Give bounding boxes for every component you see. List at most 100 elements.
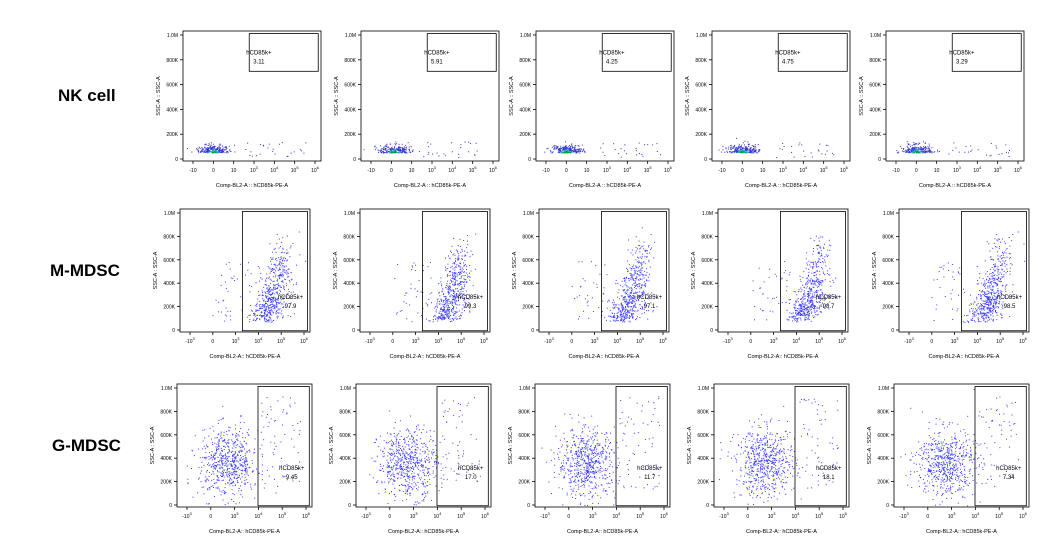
event-point [990, 143, 992, 145]
x-tick-label: -10 [367, 168, 374, 174]
x-tick-label: 104 [973, 165, 982, 174]
event-point [211, 479, 213, 481]
event-point [995, 233, 997, 235]
event-point [818, 150, 820, 152]
event-point [977, 303, 979, 305]
event-point [290, 302, 292, 304]
event-point [1023, 243, 1025, 245]
y-tick-label: 0 [704, 157, 707, 163]
event-point [980, 297, 982, 299]
event-point [640, 268, 642, 270]
event-point [258, 294, 260, 296]
event-point [404, 149, 406, 151]
event-point [620, 310, 622, 312]
event-point [601, 311, 603, 313]
event-point [389, 143, 391, 145]
event-point [216, 480, 218, 482]
event-point [438, 315, 440, 317]
event-point [474, 154, 476, 156]
y-tick-label: 1.0M [702, 211, 713, 217]
event-point [993, 295, 995, 297]
event-point [220, 437, 222, 439]
event-point [821, 280, 823, 282]
event-point [821, 311, 823, 313]
event-point [567, 152, 569, 154]
event-point [282, 273, 284, 275]
event-point [579, 295, 581, 297]
event-point [466, 240, 468, 242]
event-point [622, 309, 624, 311]
event-point [394, 146, 396, 148]
event-point [800, 319, 802, 321]
event-point [634, 270, 636, 272]
event-point [956, 310, 958, 312]
event-point [266, 273, 268, 275]
event-point [637, 284, 639, 286]
event-point [786, 318, 788, 320]
event-point [441, 303, 443, 305]
event-point [259, 318, 261, 320]
event-point [215, 152, 217, 154]
event-point [560, 150, 562, 152]
event-point [276, 305, 278, 307]
event-point [262, 315, 264, 317]
event-point [812, 295, 814, 297]
event-point [773, 297, 775, 299]
event-point [217, 148, 219, 150]
event-point [632, 316, 634, 318]
event-point [244, 483, 246, 485]
event-point [614, 304, 616, 306]
event-point [287, 292, 289, 294]
event-point [622, 296, 624, 298]
event-point [452, 302, 454, 304]
event-point [202, 148, 204, 150]
event-point [202, 448, 204, 450]
event-point [814, 271, 816, 273]
x-tick-exponent: 4 [276, 165, 279, 170]
event-point [645, 268, 647, 270]
event-point [744, 149, 746, 151]
x-axis-label: Comp-BL2-A :: hCD85k-PE-A [569, 183, 641, 189]
event-point [637, 256, 639, 258]
event-point [441, 283, 443, 285]
event-point [447, 291, 449, 293]
event-point [428, 320, 430, 322]
event-point [381, 148, 383, 150]
event-point [411, 321, 413, 323]
event-point [246, 443, 248, 445]
event-point [461, 258, 463, 260]
event-point [255, 309, 257, 311]
y-tick-label: 200K [344, 132, 356, 138]
event-point [802, 300, 804, 302]
event-point [263, 300, 265, 302]
event-point [811, 307, 813, 309]
event-point [821, 254, 823, 256]
event-point [422, 291, 424, 293]
event-point [990, 307, 992, 309]
event-point [815, 262, 817, 264]
event-point [565, 149, 567, 151]
event-point [908, 148, 910, 150]
event-point [635, 292, 637, 294]
event-point [569, 147, 571, 149]
event-point [438, 316, 440, 318]
x-tick-exponent: 6 [846, 165, 849, 170]
event-point [989, 282, 991, 284]
event-point [942, 268, 944, 270]
event-point [998, 260, 1000, 262]
event-point [567, 148, 569, 150]
event-point [286, 260, 288, 262]
event-point [442, 293, 444, 295]
event-point [476, 150, 478, 152]
event-point [452, 317, 454, 319]
gate-region [951, 33, 1022, 72]
event-point [263, 309, 265, 311]
event-point [729, 151, 731, 153]
event-point [233, 472, 235, 474]
event-point [268, 287, 270, 289]
event-point [638, 265, 640, 267]
event-point [226, 434, 228, 436]
event-point [212, 146, 214, 148]
event-point [991, 299, 993, 301]
event-point [637, 262, 639, 264]
